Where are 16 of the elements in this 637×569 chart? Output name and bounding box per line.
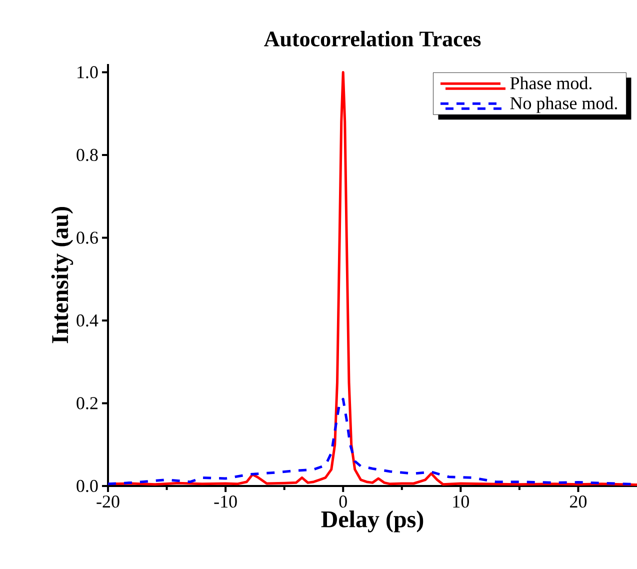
legend-label: Phase mod. bbox=[510, 76, 592, 90]
chart-title: Autocorrelation Traces bbox=[264, 30, 481, 46]
x-tick-label: 10 bbox=[453, 496, 469, 508]
x-axis-title: Delay (ps) bbox=[321, 510, 424, 532]
y-tick-label: 0.2 bbox=[76, 397, 98, 410]
x-tick-label: 0 bbox=[339, 496, 347, 508]
legend-label: No phase mod. bbox=[510, 96, 618, 113]
x-tick-label: 20 bbox=[570, 496, 587, 508]
y-tick-label: 1.0 bbox=[78, 66, 98, 78]
y-tick-label: 0.6 bbox=[76, 232, 98, 244]
y-tick-label: 0.8 bbox=[76, 148, 98, 162]
y-axis-title: Intensity (au) bbox=[51, 207, 74, 344]
x-tick-label: -20 bbox=[96, 496, 120, 508]
y-tick-label: 0.0 bbox=[76, 480, 98, 492]
x-tick-label: -10 bbox=[214, 496, 237, 508]
y-tick-label: 0.4 bbox=[76, 314, 98, 327]
